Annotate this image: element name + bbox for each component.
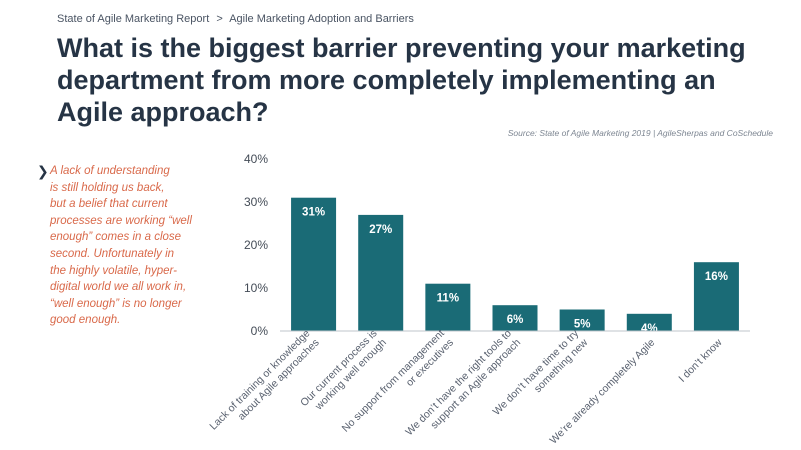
bar (425, 283, 471, 331)
data-label: 11% (437, 293, 459, 305)
data-label: 4% (641, 323, 658, 335)
x-axis: Lack of training or knowledgeabout Agile… (207, 327, 724, 447)
bars-group: 31% 27% 11% 6% 5% 4% 16% (291, 197, 739, 335)
bar (291, 197, 337, 331)
bar (626, 313, 672, 331)
data-label: 31% (302, 207, 325, 219)
x-tick-label: I don’t know (676, 336, 724, 384)
data-label: 16% (705, 271, 728, 283)
y-tick-label: 30% (244, 195, 268, 209)
page-title: What is the biggest barrier preventing y… (57, 33, 746, 127)
x-tick-label: Lack of training or knowledgeabout Agile… (207, 327, 321, 441)
bar (358, 214, 404, 331)
y-tick-label: 0% (251, 324, 269, 338)
y-tick-label: 40% (244, 152, 268, 166)
breadcrumb-section[interactable]: Agile Marketing Adoption and Barriers (229, 13, 414, 25)
bar (559, 309, 605, 331)
callout-text: A lack of understanding is still holding… (50, 165, 192, 327)
bar (492, 305, 538, 331)
breadcrumb-report[interactable]: State of Agile Marketing Report (57, 13, 210, 25)
bar (693, 262, 739, 331)
data-label: 6% (507, 314, 524, 326)
data-label: 5% (574, 319, 591, 331)
data-label: 27% (369, 224, 392, 236)
breadcrumb-separator: > (216, 13, 223, 25)
breadcrumb: State of Agile Marketing Report > Agile … (57, 13, 414, 25)
y-tick-label: 10% (244, 281, 268, 295)
chevron-right-icon: ❯ (37, 163, 49, 179)
y-tick-label: 20% (244, 238, 268, 252)
y-axis: 0% 10% 20% 30% 40% (244, 152, 268, 338)
source-note: Source: State of Agile Marketing 2019 | … (507, 128, 773, 138)
